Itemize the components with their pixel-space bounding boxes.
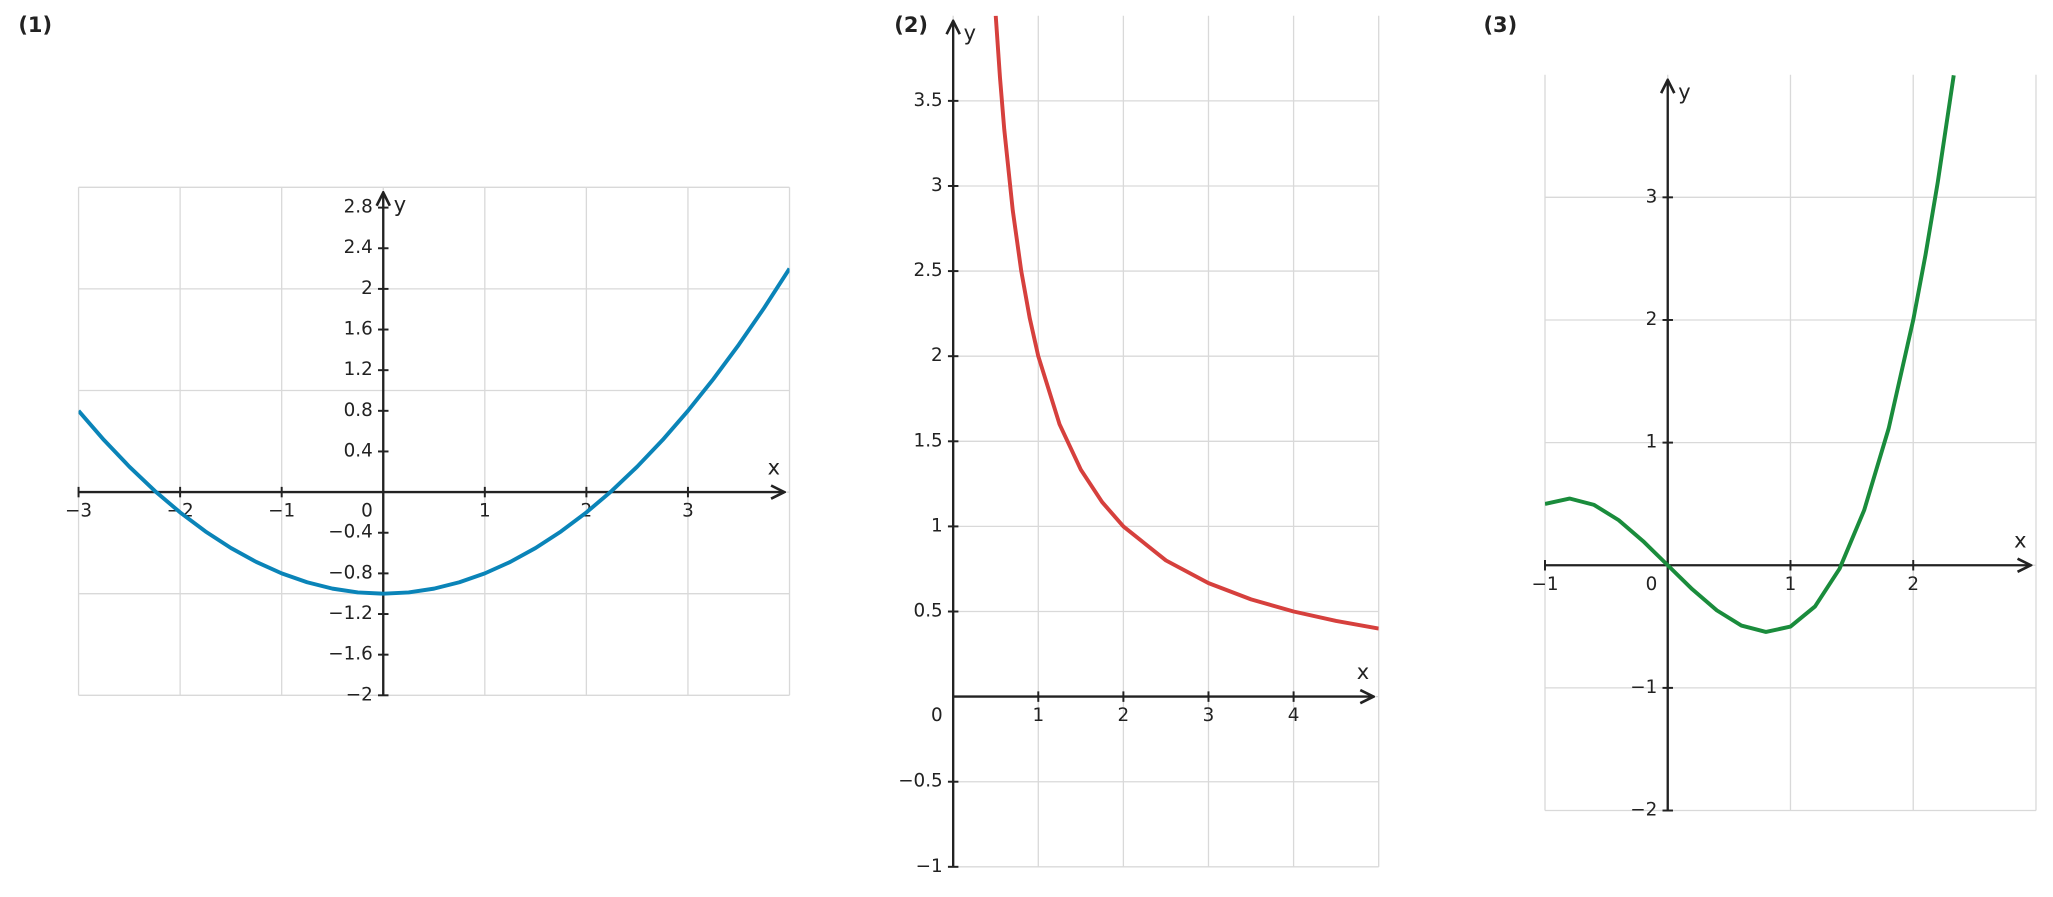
y-tick-label: 2.5 xyxy=(914,260,943,281)
y-tick-label: 0.5 xyxy=(914,601,943,622)
x-tick-label: −3 xyxy=(65,501,92,522)
origin-label: 0 xyxy=(931,705,943,726)
y-tick-label: −2 xyxy=(1630,800,1657,821)
panel: (2) x y 0 1 2 3 4 −1 −0.5 0.5 1 1.5 2 2.5 3 3.5 xyxy=(894,13,1380,877)
y-tick-label: 0.8 xyxy=(344,400,373,421)
y-tick-label: 3 xyxy=(931,175,943,196)
y-tick-label: −1.2 xyxy=(328,603,373,624)
curve xyxy=(1544,75,1956,634)
y-tick-label: −1.6 xyxy=(328,644,373,665)
y-tick-label: 2.4 xyxy=(344,237,373,258)
y-axis-label: y xyxy=(964,21,976,45)
panel-label: (1) xyxy=(18,13,52,37)
x-tick-label: −1 xyxy=(1531,574,1558,595)
y-tick-label: 1.5 xyxy=(914,430,943,451)
x-tick-label: 1 xyxy=(479,501,491,522)
y-tick-label: 2 xyxy=(1646,309,1658,330)
x-axis-label: x xyxy=(768,456,780,480)
y-tick-label: 2.8 xyxy=(344,197,373,218)
panel-label: (3) xyxy=(1483,13,1517,37)
y-axis-label: y xyxy=(394,193,406,217)
x-tick-label: 4 xyxy=(1288,705,1300,726)
panel-label: (2) xyxy=(894,13,928,37)
panel: (1)xy0−3 −2 −1 1 2 3−2−1.6−1.2−0.8−0.40.40.81… xyxy=(18,13,791,705)
x-tick-label: 3 xyxy=(682,501,694,522)
curve xyxy=(78,267,790,596)
x-tick-label: 2 xyxy=(1118,705,1130,726)
panel: (3) x y 0 −1 1 2 −2 −1 1 2 3 xyxy=(1483,13,2037,821)
y-tick-label: 3.5 xyxy=(914,90,943,111)
x-tick-label: 1 xyxy=(1032,705,1044,726)
y-tick-label: −0.5 xyxy=(898,771,943,792)
y-tick-label: −0.8 xyxy=(328,562,373,583)
origin-label: 0 xyxy=(1646,574,1658,595)
curve xyxy=(993,15,1379,631)
y-tick-label: 0.4 xyxy=(344,440,373,461)
x-axis-label: x xyxy=(2014,529,2026,553)
y-tick-label: 2 xyxy=(931,345,943,366)
x-tick-label: 1 xyxy=(1785,574,1797,595)
x-tick-label: 3 xyxy=(1203,705,1215,726)
y-tick-label: −1 xyxy=(1630,677,1657,698)
y-axis-label: y xyxy=(1678,80,1690,104)
y-tick-label: 3 xyxy=(1646,186,1658,207)
y-tick-label: 1 xyxy=(931,515,943,536)
y-tick-label: −2 xyxy=(346,684,373,705)
x-tick-label: −1 xyxy=(268,501,295,522)
x-axis-label: x xyxy=(1357,660,1369,684)
x-tick-label: 2 xyxy=(1907,574,1919,595)
y-tick-label: 1.6 xyxy=(344,319,373,340)
y-tick-label: 1 xyxy=(1646,432,1658,453)
y-tick-label: −1 xyxy=(916,856,943,877)
y-tick-label: 2 xyxy=(361,278,373,299)
y-tick-label: −0.4 xyxy=(328,522,373,543)
y-tick-label: 1.2 xyxy=(344,359,373,380)
origin-label: 0 xyxy=(361,501,373,522)
